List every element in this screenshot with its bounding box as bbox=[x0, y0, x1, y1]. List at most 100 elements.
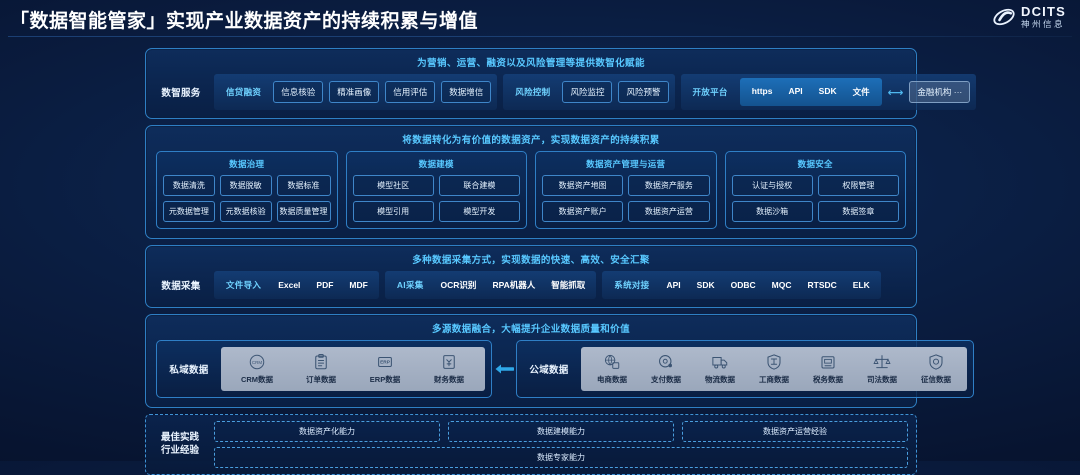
chip-risk-monitor[interactable]: 风险监控 bbox=[562, 81, 613, 103]
business-shield-icon bbox=[767, 354, 781, 370]
clipboard-icon bbox=[315, 353, 327, 370]
page-header: 「数据智能管家」实现产业数据资产的持续积累与增值 DCITS 神州信息 bbox=[0, 0, 1080, 40]
practice-label-line1: 最佳实践 bbox=[160, 431, 199, 443]
section-collect: 多种数据采集方式，实现数据的快速、高效、安全汇聚 数据采集 文件导入 Excel… bbox=[145, 245, 917, 308]
chip-odbc[interactable]: ODBC bbox=[730, 280, 756, 290]
data-item-erp[interactable]: ERP ERP数据 bbox=[358, 353, 412, 385]
group-tag-open-platform[interactable]: 开放平台 bbox=[692, 87, 728, 97]
cell-model-development[interactable]: 模型开发 bbox=[438, 201, 520, 222]
logo-text-cn: 神州信息 bbox=[1021, 19, 1066, 30]
section-service-title: 为营销、运营、融资以及风险管理等提供数智化赋能 bbox=[417, 58, 645, 69]
data-item-ecommerce[interactable]: 电商数据 bbox=[585, 353, 639, 385]
public-data-box: 公域数据 电商数据 bbox=[516, 340, 974, 398]
cell-model-community[interactable]: 模型社区 bbox=[352, 175, 434, 196]
page-title: 「数据智能管家」实现产业数据资产的持续积累与增值 bbox=[10, 11, 479, 32]
cell-asset-account[interactable]: 数据资产账户 bbox=[542, 201, 624, 222]
data-item-label: CRM数据 bbox=[240, 375, 274, 384]
section-asset: 将数据转化为有价值的数据资产，实现数据资产的持续积累 数据治理 数据清洗 数据脱… bbox=[145, 125, 917, 239]
data-item-credit[interactable]: 征信数据 bbox=[909, 353, 963, 385]
chip-smart-crawl[interactable]: 智能抓取 bbox=[551, 280, 586, 290]
chip-excel[interactable]: Excel bbox=[278, 280, 301, 290]
chip-mdf[interactable]: MDF bbox=[349, 280, 368, 290]
private-data-label: 私域数据 bbox=[169, 365, 209, 376]
scales-icon bbox=[873, 355, 891, 369]
data-item-judicial[interactable]: 司法数据 bbox=[855, 353, 909, 385]
protocol-api[interactable]: API bbox=[788, 86, 803, 96]
protocol-sdk[interactable]: SDK bbox=[818, 86, 837, 96]
header-divider bbox=[8, 36, 1072, 37]
exchange-arrow-icon: ⟷ bbox=[887, 86, 904, 99]
card-data-security: 数据安全 认证与授权 权限管理 数据沙箱 数据签章 bbox=[724, 151, 906, 229]
data-item-business[interactable]: 工商数据 bbox=[747, 353, 801, 385]
chip-ocr[interactable]: OCR识别 bbox=[440, 280, 477, 290]
data-item-order[interactable]: 订单数据 bbox=[294, 353, 348, 385]
arrow-left-icon bbox=[495, 364, 514, 374]
chip-credit-rating[interactable]: 信用评估 bbox=[385, 81, 436, 103]
dcits-swoosh-icon bbox=[993, 8, 1015, 26]
protocol-file[interactable]: 文件 bbox=[852, 87, 870, 97]
cell-data-sandbox[interactable]: 数据沙箱 bbox=[731, 201, 813, 222]
private-data-box: 私域数据 CRM CRM数据 bbox=[156, 340, 492, 398]
chip-data-credit-enhance[interactable]: 数据增信 bbox=[441, 81, 492, 103]
collect-row-label: 数据采集 bbox=[161, 281, 201, 292]
data-item-tax[interactable]: 税务数据 bbox=[801, 353, 855, 385]
card-data-governance: 数据治理 数据清洗 数据脱敏 数据标准 元数据管理 元数据核验 数据质量管理 bbox=[156, 151, 338, 229]
cell-data-signature[interactable]: 数据签章 bbox=[817, 201, 899, 222]
cell-joint-modeling[interactable]: 联合建模 bbox=[438, 175, 520, 196]
chip-financial-institution[interactable]: 金融机构 ··· bbox=[909, 81, 971, 103]
chip-risk-alert[interactable]: 风险预警 bbox=[618, 81, 669, 103]
chip-rpa-robot[interactable]: RPA机器人 bbox=[492, 280, 536, 290]
cell-asset-service[interactable]: 数据资产服务 bbox=[628, 175, 710, 196]
protocol-https[interactable]: https bbox=[751, 86, 773, 96]
data-item-label: 税务数据 bbox=[813, 375, 843, 384]
chip-pdf[interactable]: PDF bbox=[316, 280, 334, 290]
section-collect-title: 多种数据采集方式，实现数据的快速、高效、安全汇聚 bbox=[412, 255, 650, 266]
group-tag-file-import[interactable]: 文件导入 bbox=[226, 280, 262, 290]
cell-metadata-management[interactable]: 元数据管理 bbox=[163, 201, 215, 222]
cell-data-masking[interactable]: 数据脱敏 bbox=[219, 175, 272, 196]
chip-sdk[interactable]: SDK bbox=[696, 280, 715, 290]
practice-assetization[interactable]: 数据资产化能力 bbox=[214, 421, 440, 442]
service-group-credit: 信贷融资 信息核验 精准画像 信用评估 数据增信 bbox=[214, 74, 498, 110]
section-service: 为营销、运营、融资以及风险管理等提供数智化赋能 数智服务 信贷融资 信息核验 精… bbox=[145, 48, 977, 119]
section-sources-title: 多源数据融合，大幅提升企业数据质量和价值 bbox=[431, 324, 630, 335]
group-tag-system-integration[interactable]: 系统对接 bbox=[614, 280, 650, 290]
chip-precise-profile[interactable]: 精准画像 bbox=[329, 81, 380, 103]
group-tag-ai-collect[interactable]: AI采集 bbox=[396, 280, 424, 290]
data-item-finance[interactable]: 财务数据 bbox=[422, 353, 476, 385]
card-heading-asset-management: 数据资产管理与运营 bbox=[586, 159, 666, 169]
cell-asset-map[interactable]: 数据资产地图 bbox=[542, 175, 624, 196]
tax-icon bbox=[821, 356, 835, 369]
cell-model-reference[interactable]: 模型引用 bbox=[352, 201, 434, 222]
practice-asset-operation[interactable]: 数据资产运营经验 bbox=[682, 421, 908, 442]
cell-permission-management[interactable]: 权限管理 bbox=[817, 175, 899, 196]
group-tag-credit[interactable]: 信贷融资 bbox=[226, 87, 262, 97]
service-group-risk: 风险控制 风险监控 风险预警 bbox=[503, 74, 675, 110]
svg-text:ERP: ERP bbox=[380, 360, 391, 366]
chip-mqc[interactable]: MQC bbox=[771, 280, 792, 290]
chip-info-verify[interactable]: 信息核验 bbox=[273, 81, 324, 103]
cell-metadata-verify[interactable]: 元数据核验 bbox=[219, 201, 272, 222]
group-tag-risk[interactable]: 风险控制 bbox=[515, 87, 551, 97]
cell-asset-operation[interactable]: 数据资产运营 bbox=[628, 201, 710, 222]
practice-row-top: 数据资产化能力 数据建模能力 数据资产运营经验 bbox=[214, 421, 908, 442]
cell-data-quality-management[interactable]: 数据质量管理 bbox=[276, 201, 331, 222]
section-asset-title: 将数据转化为有价值的数据资产，实现数据资产的持续积累 bbox=[402, 135, 660, 146]
sources-arrow bbox=[492, 340, 516, 398]
cell-data-standard[interactable]: 数据标准 bbox=[276, 175, 331, 196]
cell-auth-authorization[interactable]: 认证与授权 bbox=[731, 175, 813, 196]
public-data-label: 公域数据 bbox=[529, 365, 569, 376]
practice-modeling[interactable]: 数据建模能力 bbox=[448, 421, 674, 442]
data-item-payment[interactable]: 支付数据 bbox=[639, 353, 693, 385]
data-item-label: 物流数据 bbox=[705, 375, 735, 384]
practice-expert[interactable]: 数据专家能力 bbox=[214, 447, 908, 468]
chip-rtsdc[interactable]: RTSDC bbox=[807, 280, 837, 290]
chip-elk[interactable]: ELK bbox=[852, 280, 870, 290]
data-item-crm[interactable]: CRM CRM数据 bbox=[230, 353, 284, 385]
chip-api[interactable]: API bbox=[666, 280, 681, 290]
cell-data-cleaning[interactable]: 数据清洗 bbox=[163, 175, 215, 196]
section-sources: 多源数据融合，大幅提升企业数据质量和价值 私域数据 CRM CRM数据 bbox=[145, 314, 974, 408]
data-item-logistics[interactable]: 物流数据 bbox=[693, 353, 747, 385]
data-item-label: 财务数据 bbox=[434, 375, 464, 384]
service-row-label: 数智服务 bbox=[161, 88, 201, 99]
